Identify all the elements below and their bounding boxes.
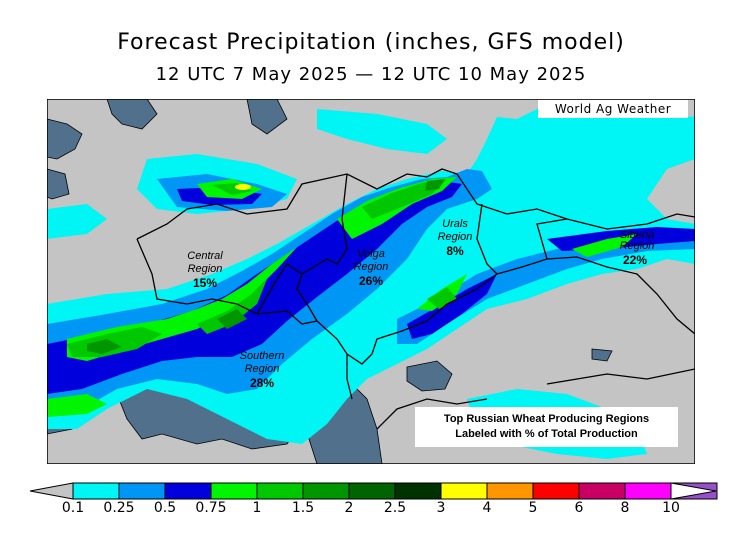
legend-swatch xyxy=(532,482,580,500)
legend-swatch xyxy=(118,482,166,500)
region-siberia-label-2: Region xyxy=(620,240,655,252)
legend-tick-label: 0.5 xyxy=(153,500,177,516)
legend-above-max-swatch xyxy=(670,482,717,500)
legend-swatch xyxy=(256,482,304,500)
region-central-label-1: Central xyxy=(187,250,223,262)
region-southern-pct: 28% xyxy=(250,376,274,390)
legend-tick-label: 0.25 xyxy=(103,500,135,516)
region-southern-label-2: Region xyxy=(245,363,280,375)
map-title: Forecast Precipitation (inches, GFS mode… xyxy=(117,30,625,55)
legend-swatch xyxy=(210,482,258,500)
legend-tick-label: 0.1 xyxy=(61,500,85,516)
legend-below-min-swatch xyxy=(29,482,74,500)
legend-swatch xyxy=(578,482,626,500)
color-legend xyxy=(28,481,718,521)
legend-tick-label: 8 xyxy=(620,500,630,516)
note-box: Top Russian Wheat Producing Regions Labe… xyxy=(415,407,678,447)
credit-label: World Ag Weather xyxy=(538,100,688,118)
legend-swatch xyxy=(72,482,120,500)
legend-tick-label: 0.75 xyxy=(195,500,227,516)
map-subtitle: 12 UTC 7 May 2025 — 12 UTC 10 May 2025 xyxy=(155,64,587,85)
legend-swatch xyxy=(440,482,488,500)
region-urals-label-2: Region xyxy=(438,231,473,243)
legend-tick-label: 4 xyxy=(482,500,492,516)
note-line-1: Top Russian Wheat Producing Regions xyxy=(443,413,650,425)
legend-swatch xyxy=(486,482,534,500)
region-siberia-label-1: Siberia xyxy=(620,229,654,241)
region-urals-label-1: Urals xyxy=(442,218,468,230)
legend-swatch xyxy=(624,482,672,500)
region-central-label-2: Region xyxy=(188,263,223,275)
region-volga-pct: 26% xyxy=(359,274,383,288)
region-southern-label-1: Southern xyxy=(240,350,285,362)
legend-tick-label: 1.5 xyxy=(291,500,315,516)
legend-tick-label: 6 xyxy=(574,500,584,516)
legend-tick-label: 3 xyxy=(436,500,446,516)
legend-tick-label: 1 xyxy=(252,500,262,516)
region-siberia-pct: 22% xyxy=(623,253,647,267)
legend-swatch xyxy=(164,482,212,500)
legend-tick-label: 2 xyxy=(344,500,354,516)
region-volga-label-1: Volga xyxy=(357,248,385,260)
region-volga-label-2: Region xyxy=(354,261,389,273)
legend-tick-label: 5 xyxy=(528,500,538,516)
region-urals-pct: 8% xyxy=(446,244,464,258)
note-line-2: Labeled with % of Total Production xyxy=(455,428,638,440)
legend-tick-label: 2.5 xyxy=(383,500,407,516)
region-central-pct: 15% xyxy=(193,276,217,290)
legend-tick-label: 10 xyxy=(662,500,680,516)
legend-swatch xyxy=(348,482,396,500)
legend-swatch xyxy=(302,482,350,500)
legend-swatch xyxy=(394,482,442,500)
